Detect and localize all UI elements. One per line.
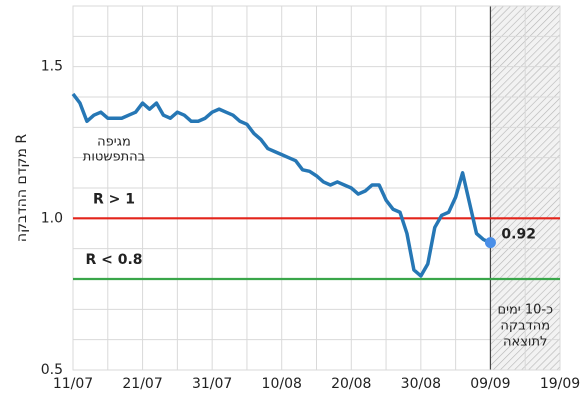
x-tick-label: 21/07 (122, 376, 162, 392)
data-line (71, 92, 492, 278)
region-label: לתוצאה (503, 335, 547, 350)
end-point (484, 237, 496, 249)
end-label: 0.92 (501, 227, 536, 243)
y-tick-label: 1.5 (41, 59, 63, 75)
reference-label: R > 1 (93, 191, 135, 207)
y-tick-label: 0.5 (41, 362, 63, 378)
y-tick-label: 1.0 (41, 210, 63, 226)
y-axis-label: מקדם ההדבקה R (14, 134, 30, 242)
annotation: מגיפה (97, 135, 131, 150)
x-tick-label: 09/09 (470, 376, 510, 392)
x-tick-label: 30/08 (401, 376, 441, 392)
region-label: כ-10 ימים (497, 303, 553, 318)
x-tick-label: 10/08 (262, 376, 302, 392)
x-tick-label: 20/08 (331, 376, 371, 392)
annotation: בהתפשטות (83, 150, 145, 165)
reference-label: R < 0.8 (85, 252, 142, 268)
x-tick-label: 19/09 (540, 376, 580, 392)
plot-frame (72, 5, 561, 371)
x-tick-label: 31/07 (192, 376, 232, 392)
x-tick-label: 11/07 (53, 376, 93, 392)
region-label: מהדבקה (500, 319, 550, 334)
